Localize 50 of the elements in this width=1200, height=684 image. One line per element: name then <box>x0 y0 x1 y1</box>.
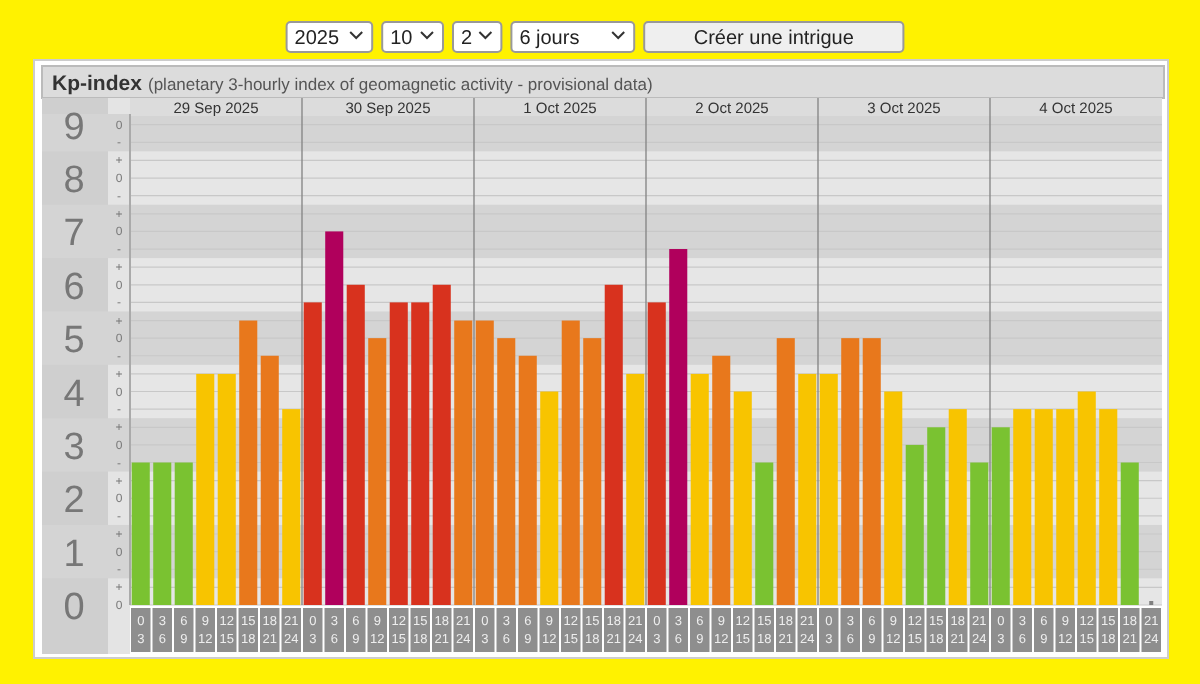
bar <box>819 373 838 605</box>
bar <box>196 373 215 605</box>
dropdown: 2 <box>452 21 503 53</box>
bar <box>970 462 989 605</box>
bar <box>755 462 774 605</box>
y-tick-label: 7 <box>63 213 85 256</box>
bar <box>217 373 236 605</box>
bar <box>518 355 537 605</box>
bar <box>798 373 817 605</box>
bar <box>303 302 322 605</box>
bar <box>282 409 301 605</box>
bar <box>776 338 795 605</box>
bar <box>991 427 1010 605</box>
bar <box>712 355 731 605</box>
bar <box>733 391 752 605</box>
bar <box>884 391 903 605</box>
y-tick-label: 5 <box>63 320 85 363</box>
bar <box>1120 462 1139 605</box>
bar <box>432 284 451 605</box>
bar <box>239 320 258 605</box>
bar <box>1013 409 1032 605</box>
bar <box>647 302 666 605</box>
y-tick-label: 4 <box>63 373 86 416</box>
bar <box>174 462 193 605</box>
bar <box>669 249 688 605</box>
bar <box>260 355 279 605</box>
dropdown: 10 <box>381 21 444 53</box>
bar <box>346 284 365 605</box>
chart-title: Kp-index <box>52 72 143 96</box>
bar <box>325 231 344 605</box>
y-tick-label: 9 <box>63 106 85 149</box>
bar <box>454 320 473 605</box>
bar <box>948 409 967 605</box>
bar <box>540 391 559 605</box>
bar <box>604 284 623 605</box>
dropdown: 6 jours <box>510 21 636 53</box>
y-tick-label: 0 <box>63 587 85 629</box>
y-tick-label: 3 <box>63 426 85 469</box>
button: Créer une intrigue <box>643 21 905 53</box>
dropdown: 2025 <box>285 21 374 53</box>
bar <box>862 338 881 605</box>
bar <box>368 338 387 605</box>
y-tick-label: 6 <box>63 266 85 309</box>
chart-subtitle: (planetary 3-hourly index of geomagnetic activity - provisional data) <box>148 74 653 94</box>
bar <box>690 373 709 605</box>
y-tick-label: 8 <box>63 160 85 203</box>
bar <box>626 373 645 605</box>
bar <box>841 338 860 605</box>
y-tick-label: 2 <box>63 480 85 523</box>
y-tick-label: 1 <box>63 533 85 576</box>
